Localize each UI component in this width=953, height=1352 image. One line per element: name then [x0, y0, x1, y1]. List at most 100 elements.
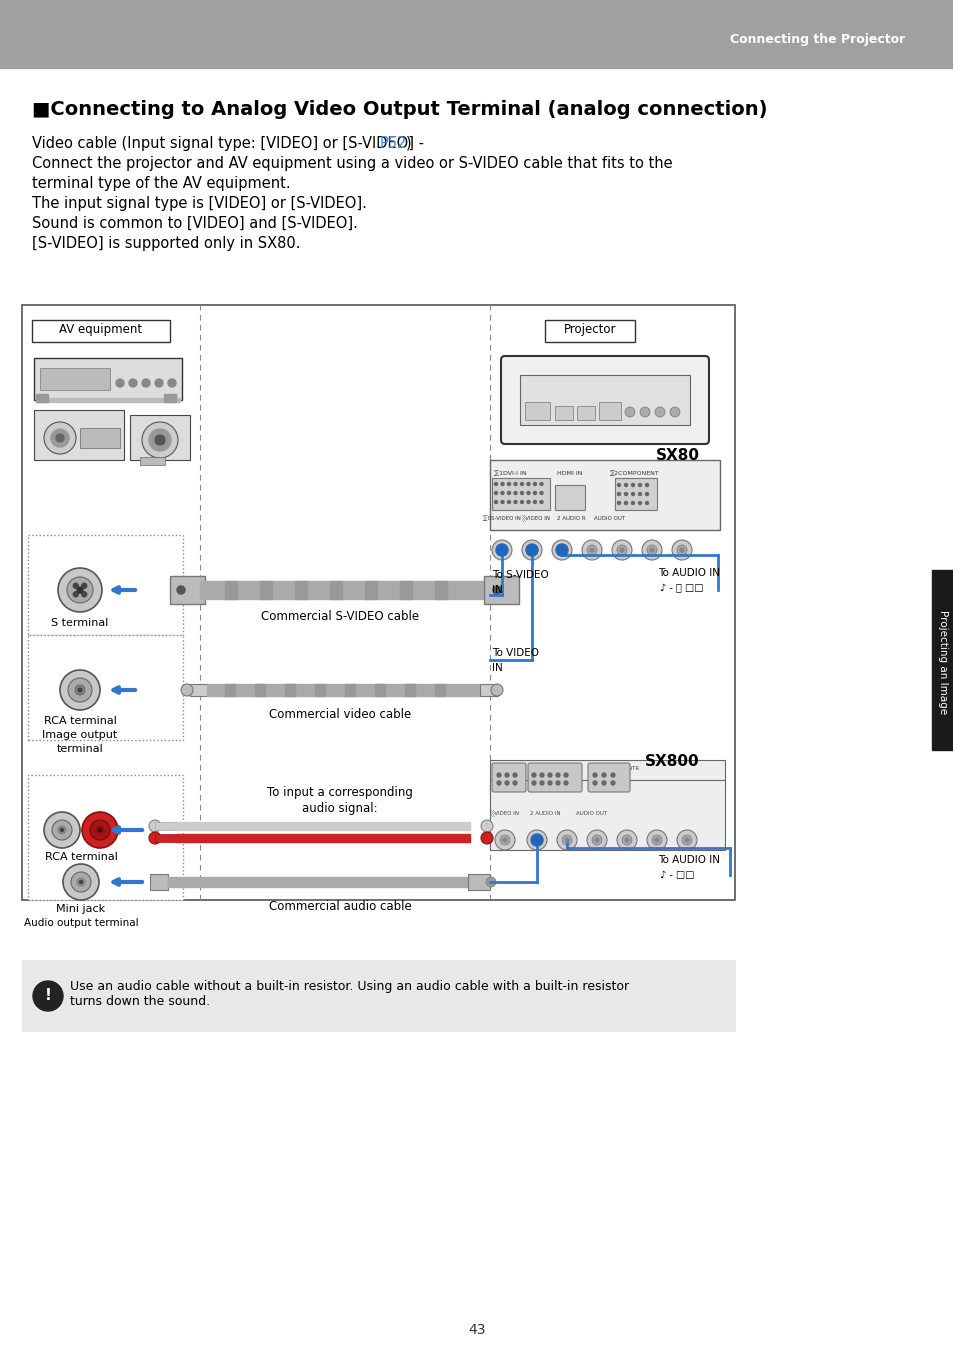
Circle shape [491, 684, 502, 696]
Bar [285, 684, 294, 696]
Circle shape [78, 688, 82, 692]
Text: Sound is common to [VIDEO] and [S-VIDEO].: Sound is common to [VIDEO] and [S-VIDEO]… [32, 216, 357, 231]
Circle shape [645, 484, 648, 487]
Bar [490, 460, 720, 530]
Bar [32, 320, 170, 342]
Text: RCA terminal: RCA terminal [44, 717, 116, 726]
Circle shape [96, 826, 104, 834]
Circle shape [539, 500, 542, 503]
Circle shape [564, 838, 568, 842]
Text: AUDIO OUT: AUDIO OUT [576, 811, 607, 817]
Circle shape [539, 773, 543, 777]
Bar [375, 684, 385, 696]
Circle shape [499, 548, 503, 552]
Bar [931, 571, 953, 750]
Bar [22, 960, 735, 1032]
Circle shape [71, 872, 91, 892]
Circle shape [154, 435, 165, 445]
Circle shape [63, 864, 99, 900]
Bar [615, 479, 657, 510]
Circle shape [520, 492, 523, 495]
Bar [524, 402, 550, 420]
Circle shape [532, 836, 541, 845]
Circle shape [149, 821, 161, 831]
Text: ⅀2COMPONENT: ⅀2COMPONENT [610, 470, 659, 476]
Bar [225, 581, 236, 599]
Bar [555, 485, 584, 510]
Text: AV equipment: AV equipment [59, 323, 142, 337]
Text: # IN: # IN [503, 767, 516, 771]
Circle shape [75, 685, 85, 695]
Bar [130, 415, 190, 460]
Circle shape [494, 492, 497, 495]
Circle shape [502, 838, 506, 842]
Bar [34, 410, 124, 460]
Bar [174, 822, 470, 830]
Circle shape [617, 492, 619, 495]
Circle shape [513, 781, 517, 786]
Circle shape [617, 830, 637, 850]
Bar [154, 822, 174, 830]
Circle shape [51, 429, 69, 448]
Bar [490, 760, 724, 795]
Bar [22, 306, 734, 900]
Circle shape [496, 544, 507, 556]
Text: ♪ - □□: ♪ - □□ [659, 869, 694, 880]
Circle shape [530, 548, 534, 552]
Bar [164, 393, 175, 402]
Text: Connect the projector and AV equipment using a video or S-VIDEO cable that fits : Connect the projector and AV equipment u… [32, 155, 672, 170]
Circle shape [149, 429, 171, 452]
Bar [140, 457, 165, 465]
Text: ⅀0S-VIDEO IN: ⅀0S-VIDEO IN [482, 515, 520, 521]
Circle shape [612, 539, 631, 560]
Circle shape [556, 544, 567, 556]
Circle shape [142, 379, 150, 387]
Circle shape [617, 502, 619, 504]
Bar [399, 581, 412, 599]
Circle shape [500, 500, 503, 503]
Text: audio signal:: audio signal: [302, 802, 377, 815]
Bar [170, 576, 205, 604]
Circle shape [73, 583, 78, 588]
Text: terminal type of the AV equipment.: terminal type of the AV equipment. [32, 176, 291, 191]
Text: 43: 43 [468, 1324, 485, 1337]
Circle shape [499, 836, 510, 845]
Circle shape [649, 548, 654, 552]
Circle shape [610, 773, 615, 777]
Bar [150, 873, 168, 890]
Circle shape [679, 548, 683, 552]
Circle shape [504, 781, 509, 786]
Circle shape [492, 539, 512, 560]
Circle shape [60, 829, 64, 831]
Circle shape [639, 407, 649, 416]
Text: 2 AUDIO IN: 2 AUDIO IN [529, 811, 559, 817]
Text: ░VIDEO IN: ░VIDEO IN [490, 810, 519, 817]
Text: To input a corresponding: To input a corresponding [267, 786, 413, 799]
Circle shape [595, 838, 598, 842]
Circle shape [513, 773, 517, 777]
Circle shape [563, 781, 567, 786]
Bar [34, 358, 182, 400]
Bar [314, 684, 325, 696]
Circle shape [520, 483, 523, 485]
Circle shape [500, 492, 503, 495]
Text: Audio output terminal: Audio output terminal [24, 918, 138, 927]
Circle shape [504, 773, 509, 777]
Bar [40, 368, 110, 389]
Text: Commercial audio cable: Commercial audio cable [269, 900, 411, 913]
Circle shape [58, 568, 102, 612]
Text: P52: P52 [379, 137, 407, 151]
FancyBboxPatch shape [587, 763, 629, 792]
Circle shape [556, 773, 559, 777]
Circle shape [500, 483, 503, 485]
Circle shape [638, 492, 640, 495]
Circle shape [142, 422, 178, 458]
Text: !: ! [45, 987, 51, 1002]
Circle shape [77, 587, 83, 594]
Circle shape [533, 500, 536, 503]
Circle shape [547, 781, 552, 786]
Circle shape [557, 830, 577, 850]
Circle shape [73, 592, 78, 596]
Bar [577, 406, 595, 420]
Circle shape [617, 545, 626, 556]
